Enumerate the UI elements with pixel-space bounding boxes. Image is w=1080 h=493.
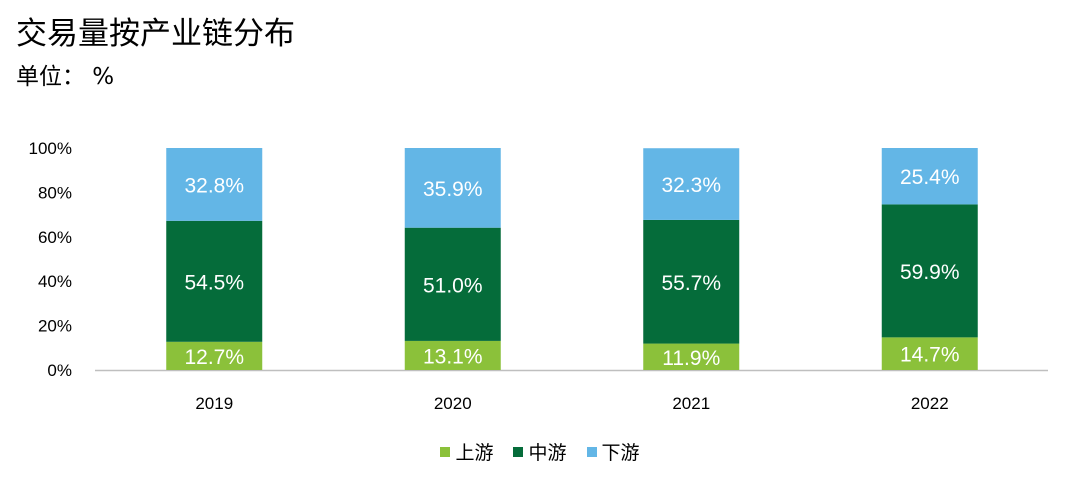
data-label: 51.0%	[423, 274, 483, 297]
bar-segment	[643, 219, 740, 344]
bar-segment	[166, 341, 263, 370]
bar-segment	[404, 340, 501, 370]
legend-label: 下游	[601, 442, 640, 464]
legend-label: 中游	[528, 442, 567, 464]
data-label: 35.9%	[423, 178, 483, 201]
data-label: 25.4%	[900, 166, 960, 189]
data-label: 14.7%	[900, 344, 960, 367]
x-tick-label: 2020	[434, 394, 472, 413]
legend-item: 下游	[586, 438, 640, 465]
data-label: 12.7%	[184, 346, 244, 369]
data-label: 11.9%	[662, 347, 720, 370]
legend-swatch	[513, 446, 524, 457]
y-tick-label: 100%	[29, 139, 72, 158]
data-label: 13.1%	[423, 345, 483, 368]
y-tick-label: 40%	[38, 272, 72, 291]
y-tick-label: 60%	[38, 228, 72, 247]
legend-item: 中游	[513, 438, 567, 465]
y-tick-label: 20%	[38, 317, 72, 336]
bar-segment	[643, 148, 740, 220]
chart-legend: 上游 中游 下游	[0, 438, 1080, 465]
bar-segment	[404, 227, 501, 341]
legend-label: 上游	[455, 442, 494, 464]
data-label: 32.3%	[661, 174, 721, 197]
bar-segment	[881, 204, 978, 338]
chart-title: 交易量按产业链分布	[16, 16, 295, 52]
legend-swatch	[586, 446, 597, 457]
bar-segment	[881, 337, 978, 370]
bar-segment	[166, 220, 263, 342]
y-tick-label: 0%	[47, 361, 72, 380]
y-tick-label: 80%	[38, 183, 72, 202]
legend-swatch	[440, 446, 451, 457]
bar-segment	[166, 148, 263, 221]
legend-item: 上游	[440, 438, 493, 465]
stacked-bar-chart: 0% 20% 40% 60% 80% 100% 12.7% 54.5% 32.8% 2019 13.…	[29, 139, 1048, 413]
data-label: 54.5%	[184, 271, 244, 294]
x-tick-label: 2021	[672, 394, 710, 413]
data-label: 32.8%	[184, 174, 244, 197]
data-label: 59.9%	[900, 261, 960, 284]
bar-segment	[881, 148, 978, 205]
unit-label: 单位： %	[16, 64, 115, 90]
x-tick-label: 2022	[911, 394, 949, 413]
x-tick-label: 2019	[195, 394, 233, 413]
data-label: 55.7%	[661, 272, 721, 295]
bar-segment	[404, 148, 501, 228]
bar-segment	[643, 343, 740, 370]
